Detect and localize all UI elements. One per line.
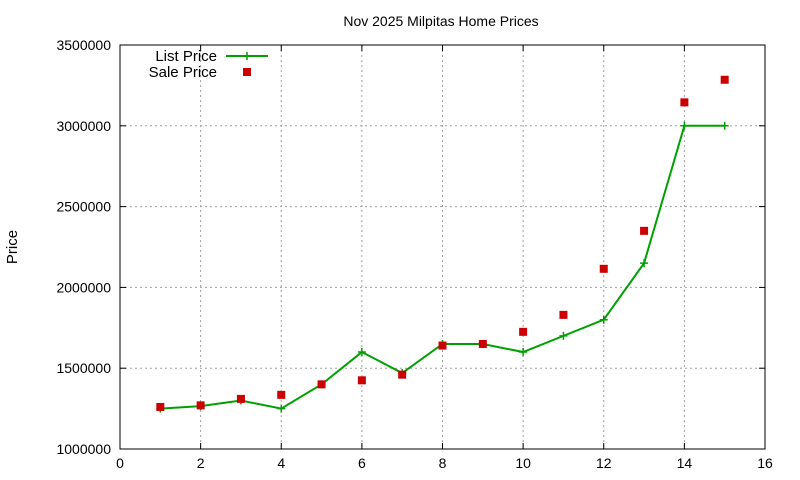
x-tick-label: 14 [677,455,693,471]
x-tick-label: 10 [515,455,531,471]
list-price-point [559,331,568,340]
x-tick-label: 0 [116,455,124,471]
sale-price-point [519,327,528,336]
list-price-point [680,121,689,130]
legend-swatch-sale-price [243,68,251,76]
y-tick-label: 2500000 [56,199,111,215]
sale-price-point [156,402,165,411]
sale-price-point [438,341,447,350]
sale-price-point [720,75,729,84]
y-tick-label: 3000000 [56,118,111,134]
x-tick-label: 16 [757,455,773,471]
sale-price-point [317,380,326,389]
sale-price-point [599,264,608,273]
y-tick-label: 2000000 [56,279,111,295]
sale-price-point [398,370,407,379]
x-tick-label: 8 [439,455,447,471]
sale-price-point [196,401,205,410]
sale-price-point [559,310,568,319]
x-tick-label: 12 [596,455,612,471]
x-tick-label: 6 [358,455,366,471]
legend-label-sale-price: Sale Price [149,64,217,81]
sale-price-point [640,226,649,235]
sale-price-point [277,390,286,399]
grid-layer [120,45,765,449]
ticks-layer: 0 2 4 6 8 10 12 14 16 1000000 1500000 2000000 250000… [56,37,773,471]
y-tick-label: 3500000 [56,37,111,53]
list-price-point [357,348,366,357]
legend-label-list-price: List Price [155,48,217,65]
list-price-point [519,348,528,357]
list-price-point [720,121,729,130]
x-tick-label: 4 [277,455,285,471]
y-axis-label: Price [4,230,21,264]
x-tick-label: 2 [197,455,205,471]
series-layer [156,75,729,413]
chart-title: Nov 2025 Milpitas Home Prices [343,13,538,29]
list-price-point [640,259,649,268]
list-price-point [277,404,286,413]
y-tick-label: 1500000 [56,360,111,376]
sale-price-point [236,394,245,403]
sale-price-point [680,98,689,107]
y-tick-label: 1000000 [56,441,111,457]
list-price-point [599,315,608,324]
sale-price-point [478,339,487,348]
sale-price-point [357,376,366,385]
legend-marker-list-price [243,52,251,60]
